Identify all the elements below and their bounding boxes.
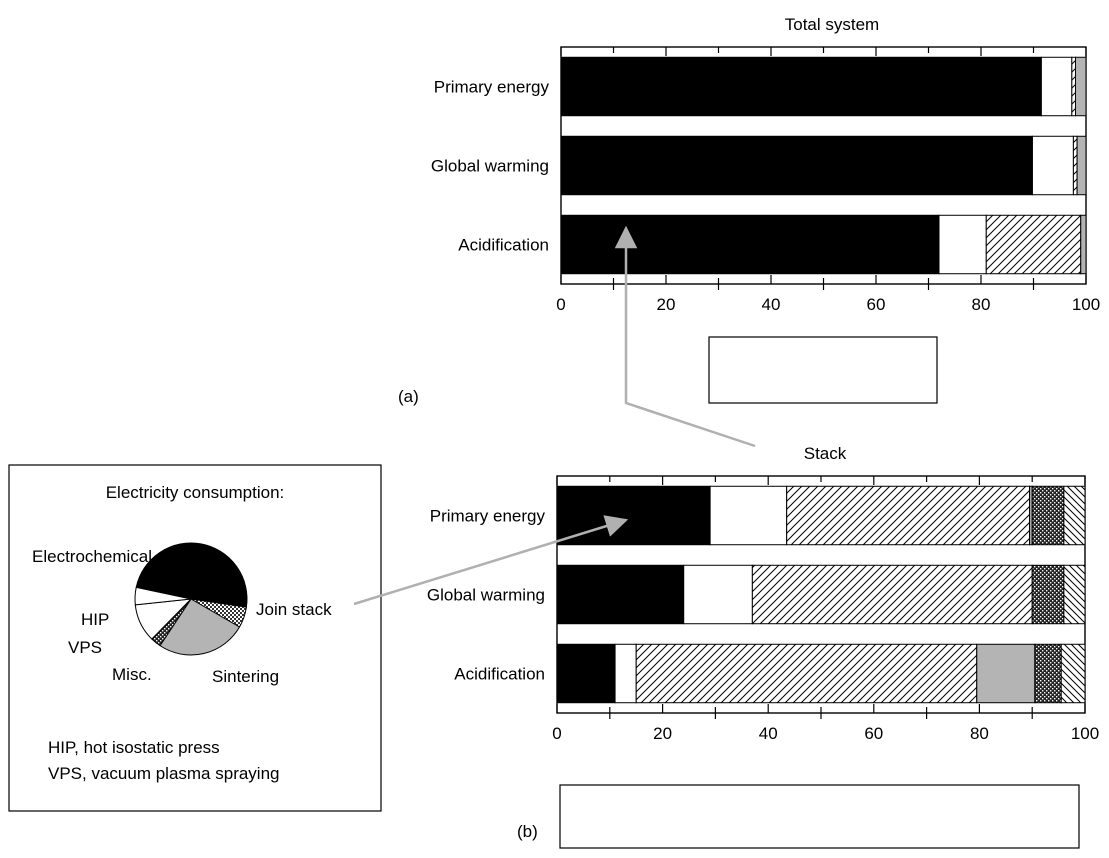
total-system-x-tick-label: 20 (657, 295, 676, 314)
pie-to-electricity-arrow (353, 515, 629, 606)
total-system-legend (708, 336, 938, 404)
stack-bar-misc (1063, 564, 1086, 625)
stack-bar-yttrium-oxide (1031, 485, 1065, 546)
stack-category-label: Acidification (454, 665, 545, 684)
total-system-bar-copper (985, 214, 1082, 275)
pie-label-misc: Misc. (112, 665, 152, 684)
stack-bar-heat-energy (683, 564, 753, 625)
stack-legend-box (559, 784, 1080, 849)
stack-bar-yttrium-oxide (1031, 564, 1065, 625)
pie-slice-sintering (159, 598, 241, 656)
stack-category-label: Global warming (427, 586, 545, 605)
stack-x-tick-label: 20 (653, 724, 672, 743)
stack-bar-nickel (976, 643, 1036, 704)
total-system-bar-stack (560, 214, 940, 275)
total-system-bar-stack (560, 135, 1033, 196)
total-system-bar-steel (938, 214, 987, 275)
total-system-category-label: Global warming (431, 157, 549, 176)
total-system-bar-misc (1080, 214, 1087, 275)
pie-slice-hip (134, 586, 192, 606)
stack-x-tick-label: 60 (864, 724, 883, 743)
stack-bar-electricity (556, 643, 616, 704)
panel-label-a: (a) (398, 387, 419, 406)
pie-note-hip: HIP, hot isostatic press (48, 738, 220, 757)
total-system-category-label: Primary energy (434, 78, 550, 97)
pie-label-hip: HIP (81, 610, 109, 629)
total-system-bar-misc (1075, 56, 1087, 117)
total-system-x-tick-label: 60 (867, 295, 886, 314)
stack-bar-yttrium-oxide (1034, 643, 1062, 704)
stack-bar-misc (1060, 643, 1086, 704)
stack-bar-heat-energy (614, 643, 637, 704)
pie-label-vps: VPS (68, 638, 102, 657)
connector-arrows (353, 225, 756, 606)
electricity-consumption-inset: Electricity consumption: Electrochemical… (8, 464, 382, 812)
stack-bar-chromium (786, 485, 1031, 546)
stack-bar-electricity (556, 564, 685, 625)
stack-chart: Stack 0 20 40 60 80 100 Primary energy Global w… (427, 444, 1099, 843)
total-system-legend-box (708, 336, 938, 404)
total-system-x-tick-label: 100 (1072, 295, 1100, 314)
pie-slice-electrochemical-etching (135, 542, 248, 608)
total-system-bar-steel (1040, 56, 1073, 117)
panel-label-b: (b) (517, 822, 538, 841)
stack-category-label: Primary energy (430, 507, 546, 526)
stack-title: Stack (804, 444, 847, 463)
pie-label-electrochemical-etching: Electrochemical etching (32, 547, 212, 566)
pie-note-vps: VPS, vacuum plasma spraying (48, 764, 280, 783)
stack-bar-misc (1063, 485, 1086, 546)
pie-label-sintering: Sintering (212, 667, 279, 686)
stack-x-tick-label: 80 (970, 724, 989, 743)
stack-x-tick-label: 40 (759, 724, 778, 743)
stack-bar-chromium (751, 564, 1033, 625)
stack-x-tick-label: 100 (1071, 724, 1099, 743)
pie-title: Electricity consumption: (106, 483, 285, 502)
total-system-bar-steel (1031, 135, 1074, 196)
total-system-bar-copper (1072, 135, 1078, 196)
stack-bar-chromium (635, 643, 978, 704)
total-system-x-tick-label: 0 (556, 295, 565, 314)
total-system-title: Total system (785, 15, 879, 34)
stack-x-tick-label: 0 (552, 724, 561, 743)
pie-label-join-stack: Join stack (256, 600, 332, 619)
total-system-x-tick-label: 80 (972, 295, 991, 314)
total-system-category-label: Acidification (458, 236, 549, 255)
total-system-bar-copper (1071, 56, 1076, 117)
pie-chart: Electrochemical etching Join stack Sinteri… (32, 542, 332, 686)
stack-bar-heat-energy (709, 485, 788, 546)
stack-bar-electricity (556, 485, 711, 546)
stack-legend (559, 784, 1080, 849)
stack-to-total-arrow (614, 225, 756, 448)
total-system-bar-misc (1076, 135, 1087, 196)
total-system-x-tick-label: 40 (762, 295, 781, 314)
total-system-bar-stack (560, 56, 1042, 117)
